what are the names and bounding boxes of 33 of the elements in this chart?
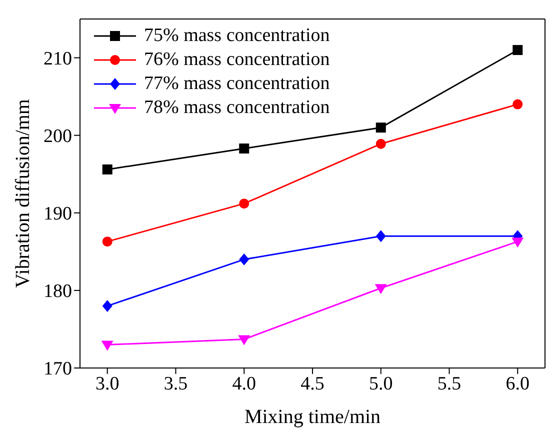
legend-label: 76% mass concentration <box>144 48 330 72</box>
x-axis-title: Mixing time/min <box>244 406 381 428</box>
point <box>239 253 250 266</box>
point <box>102 236 112 247</box>
point <box>512 238 524 248</box>
x-tick-label: 3.0 <box>95 373 120 394</box>
point <box>102 300 112 312</box>
point <box>376 138 386 149</box>
point <box>239 144 250 154</box>
x-tick-label: 4.0 <box>232 373 256 394</box>
point <box>512 99 523 110</box>
legend-label: 78% mass concentration <box>144 96 330 120</box>
x-tick-label: 6.0 <box>506 373 530 394</box>
point <box>239 198 250 209</box>
point <box>102 164 112 174</box>
point <box>238 335 250 346</box>
y-tick-label: 210 <box>44 48 72 70</box>
y-axis-title: Vibration diffusion/mm <box>12 98 34 288</box>
y-tick-label: 200 <box>44 126 72 148</box>
point <box>376 230 386 242</box>
y-tick-label: 170 <box>44 358 72 380</box>
point <box>512 45 523 56</box>
legend-label: 77% mass concentration <box>144 72 330 96</box>
point <box>101 340 114 351</box>
point <box>376 122 386 133</box>
legend-label: 75% mass concentration <box>144 24 330 48</box>
point <box>374 284 387 294</box>
x-tick-label: 4.5 <box>300 373 324 394</box>
x-tick-label: 5.5 <box>437 373 462 394</box>
x-tick-label: 5.0 <box>369 373 393 394</box>
y-tick-label: 190 <box>44 204 72 225</box>
y-tick-label: 180 <box>44 281 72 302</box>
x-tick-label: 3.5 <box>164 373 188 394</box>
